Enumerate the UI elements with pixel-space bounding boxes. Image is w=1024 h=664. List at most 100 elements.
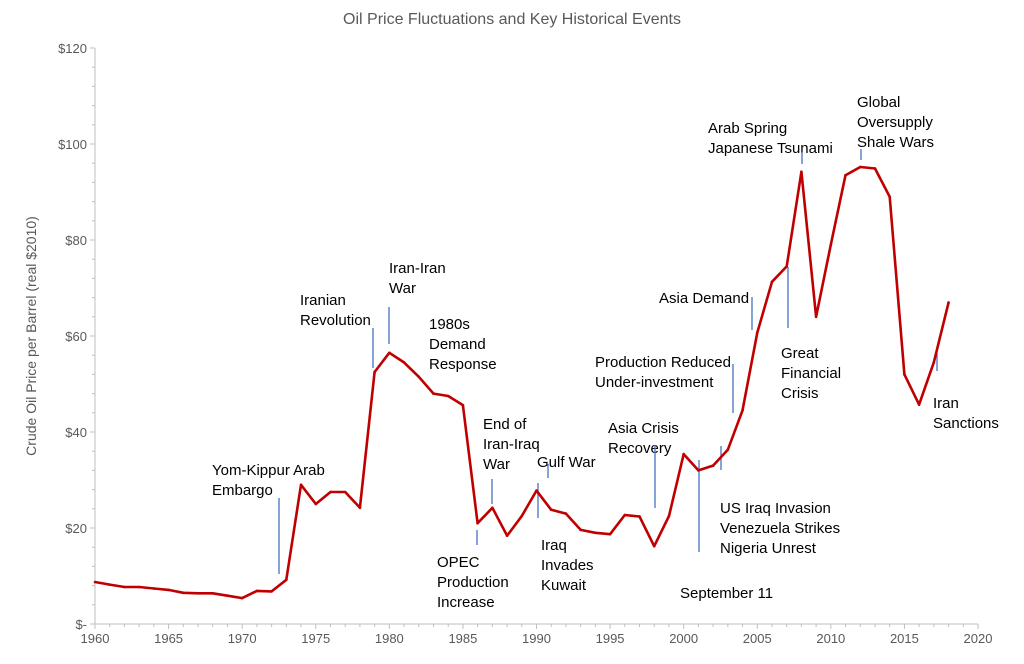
data-point [888, 195, 891, 199]
annotation-label: Sanctions [933, 415, 999, 432]
annotation-label: 1980s [429, 316, 470, 333]
annotation-label: Crisis [781, 385, 819, 402]
annotation-label: Invades [541, 557, 594, 574]
annotation: Production Reduced Under-investment [595, 354, 734, 413]
annotation-label: Iraq [541, 537, 567, 554]
data-point [270, 590, 273, 593]
annotation-label: Global [857, 94, 900, 111]
x-tick-label: 1960 [81, 631, 110, 646]
x-tick-label: 2005 [743, 631, 772, 646]
data-point [755, 331, 759, 334]
data-point [711, 464, 715, 467]
data-point [211, 591, 215, 595]
annotation: Iran Sanctions [933, 353, 999, 432]
data-point [167, 588, 170, 592]
x-tick-label: 1965 [154, 631, 183, 646]
data-point [182, 591, 185, 595]
annotation-label: Nigeria Unrest [720, 540, 817, 557]
data-point [123, 585, 126, 589]
annotation-label: Response [429, 356, 497, 373]
data-point [196, 591, 200, 595]
x-tick-label: 2010 [816, 631, 845, 646]
annotation-label: Gulf War [537, 454, 596, 471]
y-axis-label: Crude Oil Price per Barrel (real $2010) [23, 216, 39, 456]
annotation-label: War [483, 456, 510, 473]
y-tick-label: $80 [65, 233, 87, 248]
annotation: Iran-Iran War [388, 260, 446, 344]
data-point [535, 489, 538, 492]
annotation-label: Iran-Iraq [483, 436, 540, 453]
y-tick-label: $60 [65, 329, 87, 344]
annotation-label: Shale Wars [857, 134, 934, 151]
data-point [520, 514, 524, 518]
data-point [726, 448, 730, 452]
data-point [329, 490, 332, 494]
annotation: Gulf War [537, 454, 596, 478]
data-point [285, 578, 288, 582]
x-tick-label: 1985 [448, 631, 477, 646]
annotation: Global Oversupply Shale Wars [857, 94, 934, 160]
annotation-label: Under-investment [595, 374, 714, 391]
annotation-label: Production Reduced [595, 354, 731, 371]
data-point [697, 469, 700, 472]
data-point [432, 392, 435, 395]
annotation-label: Increase [437, 594, 495, 611]
data-point [770, 280, 774, 284]
data-point [226, 594, 229, 597]
annotation-label: Japanese Tsunami [708, 140, 833, 157]
data-point [373, 370, 376, 374]
data-point [917, 403, 921, 406]
data-point [152, 587, 156, 590]
data-point [667, 514, 671, 518]
annotation-label: Kuwait [541, 577, 587, 594]
annotation-label: Oversupply [857, 114, 933, 131]
data-point [947, 301, 950, 304]
data-point [564, 512, 568, 515]
annotation-label: OPEC [437, 554, 480, 571]
data-point [476, 521, 479, 525]
data-point [549, 508, 553, 512]
annotation-label: Iranian [300, 292, 346, 309]
x-tick-label: 1990 [522, 631, 551, 646]
data-point [108, 583, 112, 586]
data-point [682, 452, 685, 456]
data-point [623, 513, 627, 517]
x-tick-label: 2000 [669, 631, 698, 646]
data-point [638, 515, 641, 518]
x-tick-label: 2020 [964, 631, 993, 646]
data-point [299, 483, 303, 487]
data-point [579, 528, 582, 532]
annotation: 1980s Demand Response [429, 316, 497, 373]
data-point [417, 375, 421, 379]
data-point [829, 243, 833, 247]
data-point [314, 502, 318, 506]
annotation-label: War [389, 280, 416, 297]
data-point [873, 167, 877, 170]
data-point [903, 373, 906, 376]
annotation: September 11 [680, 460, 773, 602]
y-tick-label: $20 [65, 521, 87, 536]
data-point [785, 265, 788, 268]
data-point [491, 506, 494, 510]
data-point [932, 361, 936, 364]
x-tick-label: 1995 [596, 631, 625, 646]
annotation-label: Venezuela Strikes [720, 520, 840, 537]
annotation: End of Iran-Iraq War [483, 416, 540, 504]
annotation-label: Production [437, 574, 509, 591]
annotation-label: End of [483, 416, 527, 433]
data-point [240, 596, 244, 600]
annotation-label: US Iraq Invasion [720, 500, 831, 517]
data-point [652, 544, 656, 548]
y-tick-label: $120 [58, 41, 87, 56]
annotation-label: Great [781, 345, 819, 362]
annotation-label: Financial [781, 365, 841, 382]
data-point [446, 394, 450, 398]
annotation: Great Financial Crisis [781, 267, 841, 402]
data-point [93, 580, 97, 584]
annotation: Iraq Invades Kuwait [537, 483, 594, 594]
data-point [608, 532, 612, 536]
annotation: OPEC Production Increase [437, 530, 509, 611]
annotation: Asia Crisis Recovery [608, 420, 679, 508]
annotation-label: Embargo [212, 482, 273, 499]
